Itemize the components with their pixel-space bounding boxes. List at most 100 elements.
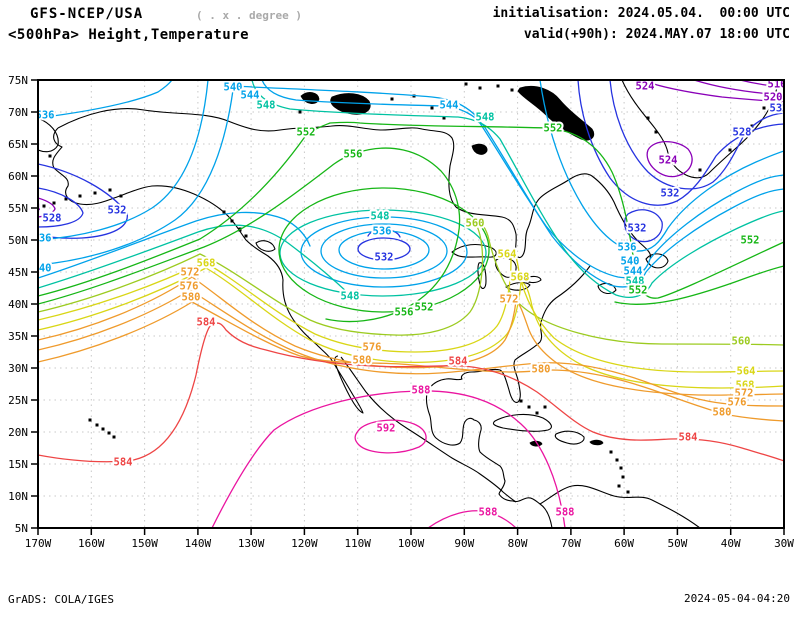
- island-dot: [654, 130, 658, 134]
- contour-line-584: [38, 322, 784, 463]
- lon-tick-label: 70W: [561, 537, 581, 550]
- grads-credit: GrADS: COLA/IGES: [8, 593, 114, 606]
- island-dot: [728, 148, 732, 152]
- contour-label: 556: [395, 307, 414, 319]
- island-dot: [510, 88, 514, 92]
- coastline-path: [523, 275, 542, 284]
- grid-layer: [38, 80, 784, 528]
- contour-label: 576: [180, 281, 199, 293]
- contour-label: 584: [679, 432, 698, 444]
- lat-tick-label: 50N: [8, 234, 28, 247]
- contour-line-568: [38, 267, 784, 389]
- contour-line-548: [38, 224, 349, 294]
- contour-label: 572: [735, 388, 754, 400]
- contour-label: 544: [241, 90, 260, 102]
- lon-tick-label: 130W: [238, 537, 265, 550]
- unit-note: ( . x . degree ): [196, 9, 302, 22]
- lon-tick-label: 110W: [344, 537, 371, 550]
- contour-line-528: [367, 228, 401, 238]
- contour-label: 568: [736, 380, 755, 392]
- lat-tick-label: 55N: [8, 202, 28, 215]
- coastline-path: [505, 282, 531, 291]
- field-title: <500hPa> Height,Temperature: [8, 27, 250, 43]
- contour-line-520: [693, 80, 784, 96]
- contour-label: 544: [440, 100, 459, 112]
- coastline-path: [494, 257, 517, 278]
- product-title: GFS-NCEP/USA: [30, 6, 144, 22]
- contour-label: 584: [449, 356, 468, 368]
- island-dot: [298, 110, 302, 114]
- contour-line-544: [38, 211, 311, 279]
- contour-label: 556: [344, 149, 363, 161]
- contour-line-536: [539, 80, 784, 252]
- island-dot: [626, 490, 630, 494]
- coastline-path: [255, 240, 276, 252]
- contour-line-572: [38, 276, 784, 396]
- coastline-path: [451, 243, 497, 258]
- contour-label: 532: [108, 205, 127, 217]
- contour-line-592: [354, 419, 427, 454]
- contour-label: 540: [621, 256, 640, 268]
- contour-label: 552: [629, 285, 648, 297]
- contour-label: 548: [341, 291, 360, 303]
- island-dot: [442, 116, 446, 120]
- island-shape: [529, 440, 543, 447]
- island-dot: [621, 475, 625, 479]
- island-dot: [88, 418, 92, 422]
- island-dot: [342, 102, 346, 106]
- contour-label: 552: [415, 302, 434, 314]
- lon-tick-label: 50W: [667, 537, 687, 550]
- island-dot: [543, 405, 547, 409]
- contour-label: 580: [182, 292, 201, 304]
- creation-timestamp: 2024-05-04-04:20: [684, 592, 790, 605]
- contour-label: 544: [624, 266, 643, 278]
- lat-tick-label: 35N: [8, 330, 28, 343]
- island-dot: [535, 411, 539, 415]
- contour-line-548: [251, 80, 784, 298]
- lat-tick-label: 75N: [8, 74, 28, 87]
- island-dot: [230, 219, 234, 223]
- island-dot: [119, 194, 123, 198]
- island-dot: [464, 82, 468, 86]
- island-dot: [527, 405, 531, 409]
- contour-label: 588: [479, 507, 498, 519]
- contour-label: 532: [661, 188, 680, 200]
- lat-tick-label: 15N: [8, 458, 28, 471]
- coastline-path: [340, 356, 517, 503]
- contour-label: 576: [363, 342, 382, 354]
- contour-line-536: [38, 80, 173, 119]
- map-frame: [37, 79, 785, 529]
- contour-label: 584: [197, 317, 216, 329]
- contour-label: 516: [768, 79, 787, 91]
- contour-line-588: [211, 390, 566, 528]
- coastline-path: [52, 127, 364, 414]
- lat-tick-label: 70N: [8, 106, 28, 119]
- island-dot: [64, 197, 68, 201]
- contour-line-532: [624, 209, 663, 243]
- contour-label: 564: [737, 366, 756, 378]
- island-dot: [646, 116, 650, 120]
- island-dot: [698, 168, 702, 172]
- island-shape: [330, 93, 371, 115]
- lat-tick-label: 30N: [8, 362, 28, 375]
- contour-label: 588: [412, 385, 431, 397]
- island-dot: [619, 466, 623, 470]
- contour-label: 536: [618, 242, 637, 254]
- contour-line-560: [38, 222, 784, 346]
- contour-label: 564: [498, 249, 517, 261]
- contour-label: 528: [43, 213, 62, 225]
- contour-label: 524: [659, 155, 678, 167]
- contour-line-536: [38, 80, 209, 241]
- island-dot: [93, 191, 97, 195]
- island-dot: [95, 423, 99, 427]
- lon-tick-label: 100W: [398, 537, 425, 550]
- coastline-layer: [38, 80, 780, 528]
- coastline-path: [492, 413, 552, 432]
- contour-line-532: [577, 80, 784, 206]
- coastline-path: [57, 108, 652, 259]
- contour-label: 552: [544, 123, 563, 135]
- coastline-path: [554, 430, 585, 445]
- lon-tick-label: 40W: [721, 537, 741, 550]
- axis-layer: 75N 70N 65N 60N 55N 50N 45N 40N 35N 30N 25N 20N 15N 1…: [8, 74, 794, 550]
